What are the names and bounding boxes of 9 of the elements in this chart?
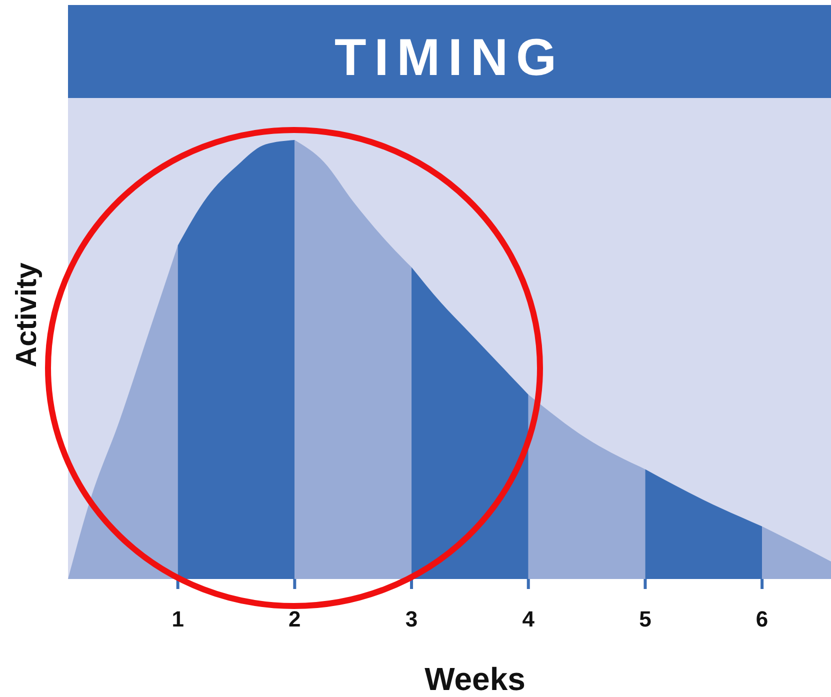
x-tick-label: 4 (522, 606, 536, 632)
x-tick-label: 1 (172, 606, 184, 632)
x-tick-label: 3 (405, 606, 418, 632)
x-tick-label: 6 (756, 606, 768, 632)
x-tick-label: 2 (288, 606, 301, 632)
x-axis-title: Weeks (424, 661, 526, 697)
y-axis-title: Activity (11, 262, 43, 368)
chart-title: TIMING (334, 29, 564, 87)
x-tick-label: 5 (639, 606, 652, 632)
